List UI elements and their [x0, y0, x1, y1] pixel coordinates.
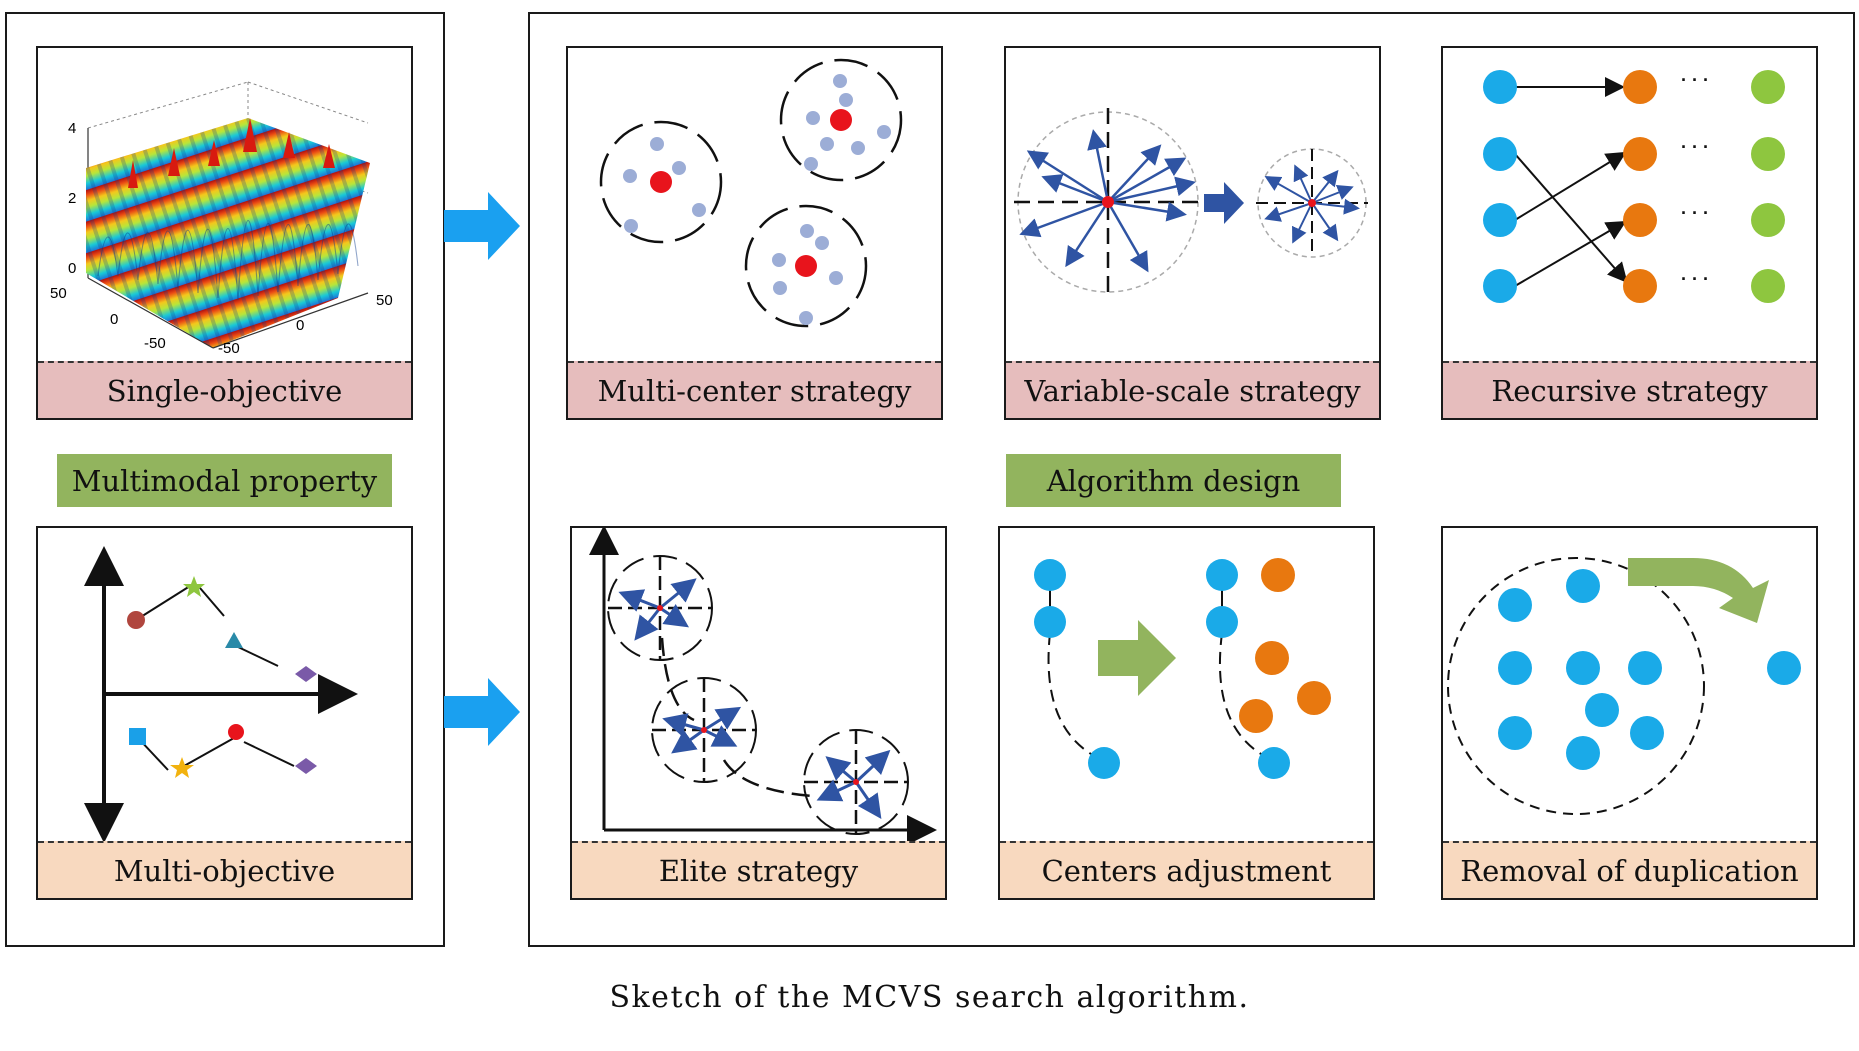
flow-arrow-bottom [444, 678, 520, 746]
z-tick-2: 2 [68, 190, 76, 207]
single-objective-label: Single-objective [38, 361, 411, 418]
z-tick-4: 4 [68, 120, 76, 137]
y-tick-0: 0 [296, 317, 304, 334]
multi-center-label: Multi-center strategy [568, 361, 941, 418]
flow-arrow-top [444, 192, 520, 260]
recursive-sketch: · · · · · · · · · · · · [1483, 70, 1785, 303]
surface-plot: 4 2 0 50 0 -50 50 0 -50 [50, 81, 393, 357]
x-tick-0: 0 [110, 311, 118, 328]
elite-panel: Elite strategy [570, 526, 947, 900]
multi-objective-sketch [84, 546, 358, 843]
elite-label: Elite strategy [572, 841, 945, 898]
variable-scale-panel: Variable-scale strategy [1004, 46, 1381, 420]
multi-center-panel: Multi-center strategy [566, 46, 943, 420]
multimodal-property-group [5, 12, 445, 947]
centers-adjustment-panel: Centers adjustment [998, 526, 1375, 900]
variable-scale-sketch [1014, 108, 1368, 298]
ellipsis-2: · · · [1681, 137, 1709, 157]
y-tick-m50: -50 [218, 340, 240, 357]
algorithm-design-label: Algorithm design [1006, 454, 1341, 507]
z-tick-0: 0 [68, 260, 76, 277]
variable-scale-label: Variable-scale strategy [1006, 361, 1379, 418]
centers-adjustment-label: Centers adjustment [1000, 841, 1373, 898]
removal-duplication-sketch [1447, 557, 1801, 815]
removal-duplication-label: Removal of duplication [1443, 841, 1816, 898]
recursive-panel: · · · · · · · · · · · · Recursive strate… [1441, 46, 1818, 420]
elite-sketch [589, 528, 937, 845]
recursive-label: Recursive strategy [1443, 361, 1816, 418]
removal-duplication-panel: Removal of duplication [1441, 526, 1818, 900]
multi-objective-label: Multi-objective [38, 841, 411, 898]
y-tick-50: 50 [376, 292, 393, 309]
ellipsis-1: · · · [1681, 70, 1709, 90]
multimodal-property-label: Multimodal property [57, 454, 392, 507]
centers-adjustment-sketch [1034, 558, 1331, 779]
multi-center-sketch [599, 58, 903, 328]
figure-caption: Sketch of the MCVS search algorithm. [609, 980, 1250, 1015]
ellipsis-4: · · · [1681, 269, 1709, 289]
single-objective-panel: 4 2 0 50 0 -50 50 0 -50 Single-objective [36, 46, 413, 420]
x-tick-m50: -50 [144, 335, 166, 352]
x-tick-50: 50 [50, 285, 67, 302]
ellipsis-3: · · · [1681, 203, 1709, 223]
algorithm-design-group [528, 12, 1855, 947]
multi-objective-panel: Multi-objective [36, 526, 413, 900]
